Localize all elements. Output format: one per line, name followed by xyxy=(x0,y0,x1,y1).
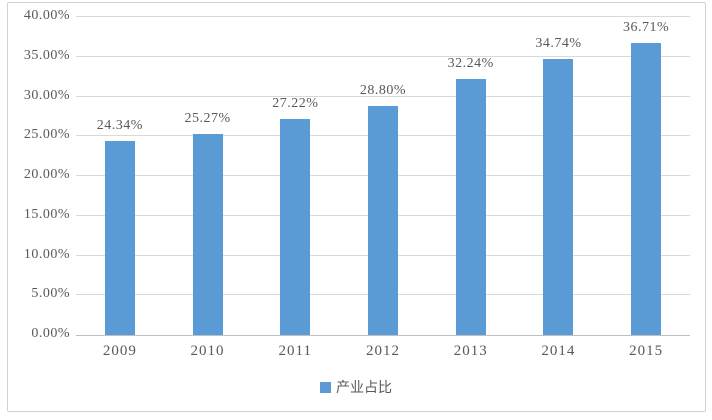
legend-swatch-icon xyxy=(320,381,331,393)
bar-value-label: 28.80% xyxy=(359,83,407,99)
bar-2015 xyxy=(631,43,662,335)
bar-value-label: 27.22% xyxy=(272,95,319,111)
bar-2014 xyxy=(543,58,574,335)
x-axis-tick-label: 2009 xyxy=(102,343,137,359)
bar-value-label: 32.24% xyxy=(447,55,494,71)
x-axis-tick-label: 2012 xyxy=(365,343,400,359)
x-axis-tick-label: 2015 xyxy=(629,343,664,359)
bar-2013 xyxy=(455,78,486,335)
bar-value-label: 24.34% xyxy=(96,118,143,134)
gridline xyxy=(76,16,690,17)
y-axis-tick-label: 30.00% xyxy=(23,87,70,103)
gridline xyxy=(76,95,690,97)
bar-value-label: 36.71% xyxy=(623,20,670,36)
legend-label: 产业占比 xyxy=(336,379,392,395)
bar-2010 xyxy=(192,134,223,335)
x-axis: 2009 2010 2011 2012 2013 2014 2015 xyxy=(76,343,690,363)
y-axis-tick-label: 25.00% xyxy=(23,127,70,143)
legend-entry: 产业占比 xyxy=(320,377,392,397)
x-axis-tick-label: 2014 xyxy=(541,343,576,359)
y-axis-tick-label: 40.00% xyxy=(23,8,70,23)
plot-area: 24.34% 25.27% 27.22% 28.80% 32.24% 34.74% 36.7… xyxy=(76,16,690,336)
bar-value-label: 34.74% xyxy=(535,35,582,51)
y-axis-tick-label: 0.00% xyxy=(31,326,70,341)
y-axis-tick-label: 5.00% xyxy=(31,286,70,302)
bar-2009 xyxy=(104,141,135,335)
bar-2012 xyxy=(368,106,398,335)
y-axis-tick-label: 35.00% xyxy=(23,47,70,63)
bar-value-label: 25.27% xyxy=(184,111,231,127)
gridline xyxy=(76,55,690,57)
y-axis-tick-label: 15.00% xyxy=(23,206,70,222)
y-axis-tick-label: 10.00% xyxy=(23,246,70,262)
x-axis-tick-label: 2011 xyxy=(278,343,312,359)
y-axis-tick-label: 20.00% xyxy=(23,167,70,182)
x-axis-tick-label: 2013 xyxy=(453,343,488,359)
bar-2011 xyxy=(280,118,311,335)
y-axis: 0.00% 5.00% 10.00% 15.00% 20.00% 25.00% 30.00%… xyxy=(12,8,70,341)
x-axis-tick-label: 2010 xyxy=(190,343,225,359)
legend: 产业占比 xyxy=(0,377,712,398)
